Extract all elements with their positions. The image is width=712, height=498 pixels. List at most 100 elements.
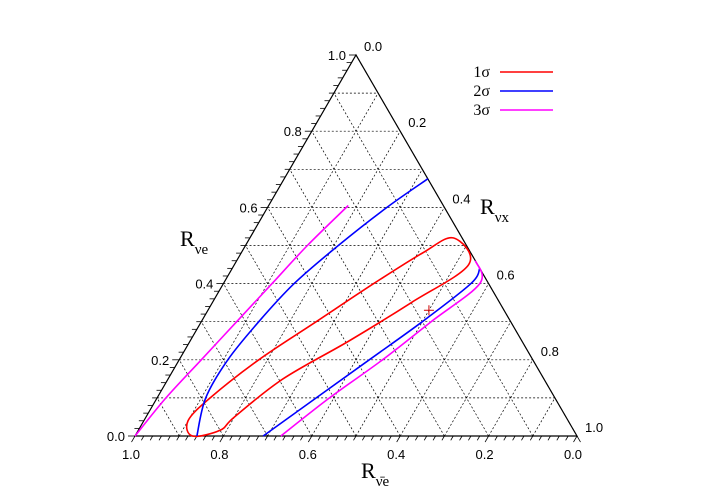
bottom-axis-tick bbox=[476, 435, 481, 441]
bottom-axis-tick bbox=[282, 435, 286, 441]
left-axis-title: Rνe bbox=[180, 226, 208, 258]
grid-lines bbox=[156, 92, 556, 437]
grid-line bbox=[355, 245, 467, 437]
bottom-axis-tick bbox=[503, 435, 507, 441]
bottom-axis-tick bbox=[229, 435, 233, 441]
grid-line bbox=[399, 283, 489, 437]
right-axis-tick bbox=[417, 161, 421, 167]
bottom-axis-tick bbox=[317, 435, 321, 441]
bottom-axis-tick bbox=[494, 435, 498, 441]
bottom-axis-tick bbox=[396, 435, 401, 443]
bottom-axis-tick bbox=[131, 435, 136, 443]
grid-line bbox=[289, 169, 445, 437]
bottom-axis-tick bbox=[573, 435, 578, 443]
right-axis-tick bbox=[545, 382, 549, 388]
bottom-axis-tick bbox=[185, 435, 189, 441]
right-axis-title: Rνx bbox=[480, 194, 509, 226]
bottom-axis-tick bbox=[450, 435, 454, 441]
right-axis-tick bbox=[439, 199, 443, 205]
bottom-tick-label: 0.8 bbox=[210, 447, 228, 462]
bottom-axis-tick bbox=[202, 435, 207, 441]
right-axis-tick bbox=[501, 306, 505, 311]
right-axis-tick bbox=[483, 275, 488, 281]
right-axis-tick bbox=[430, 184, 434, 190]
right-tick-label: 0.8 bbox=[541, 344, 559, 359]
bottom-axis-tick bbox=[219, 435, 224, 443]
right-axis-tick bbox=[550, 390, 554, 395]
bottom-axis-tick bbox=[415, 435, 419, 441]
right-axis-tick bbox=[448, 214, 452, 220]
contour-1sigma bbox=[185, 236, 472, 438]
bottom-axis-tick bbox=[176, 435, 180, 441]
right-axis-tick bbox=[523, 344, 527, 350]
bottom-axis-title: Rν̄e bbox=[361, 458, 389, 490]
right-axis-tick bbox=[563, 412, 567, 418]
contour-2sigma bbox=[262, 267, 481, 437]
bottom-tick-label: 0.6 bbox=[299, 447, 317, 462]
left-tick-label: 1.0 bbox=[328, 48, 346, 63]
right-axis-tick bbox=[514, 329, 518, 334]
right-tick-label: 0.4 bbox=[452, 191, 470, 206]
right-axis-tick bbox=[466, 245, 470, 251]
right-axis-tick bbox=[505, 313, 510, 319]
right-axis-tick bbox=[435, 191, 439, 197]
right-axis-tick bbox=[528, 351, 532, 357]
right-axis-tick bbox=[461, 237, 465, 243]
left-tick-label: 0.4 bbox=[195, 277, 213, 292]
grid-line bbox=[223, 283, 313, 437]
right-axis-tick bbox=[457, 230, 461, 235]
grid-line bbox=[267, 169, 423, 437]
grid-line bbox=[532, 397, 556, 437]
right-tick-label: 0.0 bbox=[364, 39, 382, 54]
bottom-axis-tick bbox=[307, 435, 313, 443]
right-axis-tick bbox=[554, 397, 558, 403]
bottom-axis-tick bbox=[529, 435, 534, 441]
right-axis-tick bbox=[382, 100, 386, 106]
best-fit-marker bbox=[423, 305, 434, 316]
bottom-axis-tick bbox=[140, 435, 145, 441]
legend: 1σ 2σ 3σ bbox=[473, 64, 553, 119]
bottom-axis-tick bbox=[211, 435, 215, 441]
bottom-axis-tick bbox=[547, 435, 551, 441]
left-tick-label: 0.6 bbox=[240, 200, 258, 215]
contour-curves bbox=[134, 178, 484, 438]
right-axis-tick bbox=[391, 115, 395, 121]
right-axis-tick bbox=[404, 138, 408, 144]
right-axis-tick bbox=[519, 336, 523, 342]
right-axis-tick bbox=[373, 85, 377, 91]
right-axis-tick bbox=[541, 374, 545, 380]
right-axis-tick bbox=[355, 54, 360, 62]
bottom-axis-tick bbox=[565, 435, 569, 441]
bottom-tick-label: 0.0 bbox=[564, 447, 582, 462]
right-axis-tick bbox=[492, 291, 496, 296]
grid-line bbox=[444, 321, 512, 437]
bottom-axis-tick bbox=[238, 435, 242, 441]
axis-ticks: 0.00.01.00.20.20.80.40.40.60.60.60.40.80… bbox=[107, 39, 603, 462]
bottom-axis-tick bbox=[512, 435, 516, 441]
right-axis-tick bbox=[536, 367, 541, 372]
right-axis-tick bbox=[368, 77, 373, 83]
bottom-axis-tick bbox=[353, 435, 357, 441]
bottom-axis-tick bbox=[300, 435, 304, 441]
bottom-axis-tick bbox=[556, 435, 560, 441]
bottom-axis-tick bbox=[149, 435, 154, 441]
bottom-axis-tick bbox=[388, 435, 392, 441]
right-tick-label: 0.2 bbox=[408, 115, 426, 130]
contour-3sigma bbox=[280, 260, 484, 437]
bottom-axis-tick bbox=[344, 435, 348, 441]
right-axis-tick bbox=[510, 321, 514, 327]
legend-label: 1σ bbox=[473, 64, 490, 81]
right-axis-tick bbox=[413, 153, 417, 159]
right-axis-tick bbox=[572, 428, 576, 433]
legend-label: 3σ bbox=[473, 102, 490, 119]
left-tick-label: 0.8 bbox=[284, 124, 302, 139]
grid-line bbox=[333, 92, 534, 437]
grid-line bbox=[178, 359, 224, 437]
bottom-axis-tick bbox=[158, 435, 162, 441]
bottom-tick-label: 0.2 bbox=[476, 447, 494, 462]
right-axis-tick bbox=[386, 108, 390, 113]
right-axis-tick bbox=[364, 70, 368, 75]
bottom-axis-tick bbox=[264, 435, 268, 441]
right-axis-tick bbox=[576, 435, 581, 443]
